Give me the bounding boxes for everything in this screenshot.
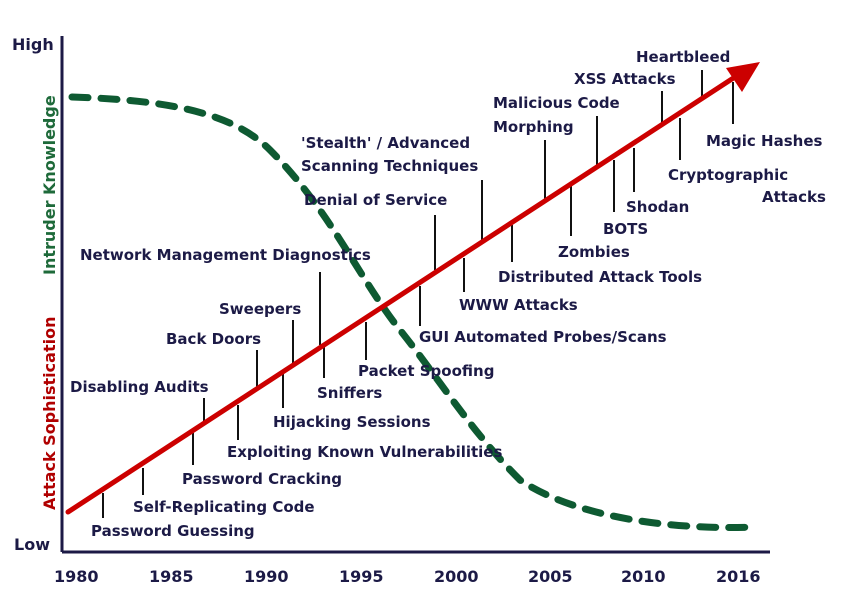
- label-password-cracking: Password Cracking: [182, 470, 342, 488]
- label-gui-automated-probes: GUI Automated Probes/Scans: [419, 328, 667, 346]
- label-disabling-audits: Disabling Audits: [70, 378, 209, 396]
- x-tick-1980: 1980: [54, 567, 99, 586]
- label-shodan: Shodan: [626, 198, 689, 216]
- label-heartbleed: Heartbleed: [636, 48, 730, 66]
- label-xss-attacks: XSS Attacks: [574, 70, 676, 88]
- x-tick-2016: 2016: [716, 567, 761, 586]
- x-tick-1995: 1995: [339, 567, 384, 586]
- label-self-replicating-code: Self-Replicating Code: [133, 498, 315, 516]
- label-malicious-code-line2: Morphing: [493, 118, 574, 136]
- label-denial-of-service: Denial of Service: [304, 191, 447, 209]
- label-stealth-line1: 'Stealth' / Advanced: [301, 134, 470, 152]
- x-tick-2010: 2010: [621, 567, 666, 586]
- label-packet-spoofing: Packet Spoofing: [358, 362, 494, 380]
- y-axis-high-label: High: [12, 35, 54, 54]
- connector-lines: [102, 70, 734, 518]
- label-zombies: Zombies: [558, 243, 630, 261]
- label-sweepers: Sweepers: [219, 300, 301, 318]
- label-exploiting-known-vulnerabilities: Exploiting Known Vulnerabilities: [227, 443, 502, 461]
- label-cryptographic-line1: Cryptographic: [668, 166, 788, 184]
- intruder-knowledge-curve: [68, 93, 759, 531]
- label-stealth-line2: Scanning Techniques: [301, 157, 478, 175]
- label-bots: BOTS: [603, 220, 648, 238]
- label-magic-hashes: Magic Hashes: [706, 132, 822, 150]
- x-tick-1985: 1985: [149, 567, 194, 586]
- attack-sophistication-arrow-line: [65, 72, 741, 515]
- y-axis-low-label: Low: [14, 535, 50, 554]
- x-tick-2005: 2005: [528, 567, 573, 586]
- label-distributed-attack-tools: Distributed Attack Tools: [498, 268, 702, 286]
- label-malicious-code-line1: Malicious Code: [493, 94, 620, 112]
- label-network-management-diagnostics: Network Management Diagnostics: [80, 246, 371, 264]
- x-tick-1990: 1990: [244, 567, 289, 586]
- x-tick-2000: 2000: [434, 567, 479, 586]
- label-hijacking-sessions: Hijacking Sessions: [273, 413, 431, 431]
- label-www-attacks: WWW Attacks: [459, 296, 578, 314]
- label-cryptographic-line2: Attacks: [762, 188, 826, 206]
- label-sniffers: Sniffers: [317, 384, 382, 402]
- label-back-doors: Back Doors: [166, 330, 261, 348]
- y-title-attack-sophistication: Attack Sophistication: [40, 317, 59, 510]
- attack-sophistication-arrowhead: [726, 62, 760, 92]
- y-title-intruder-knowledge: Intruder Knowledge: [40, 95, 59, 275]
- label-password-guessing: Password Guessing: [91, 522, 255, 540]
